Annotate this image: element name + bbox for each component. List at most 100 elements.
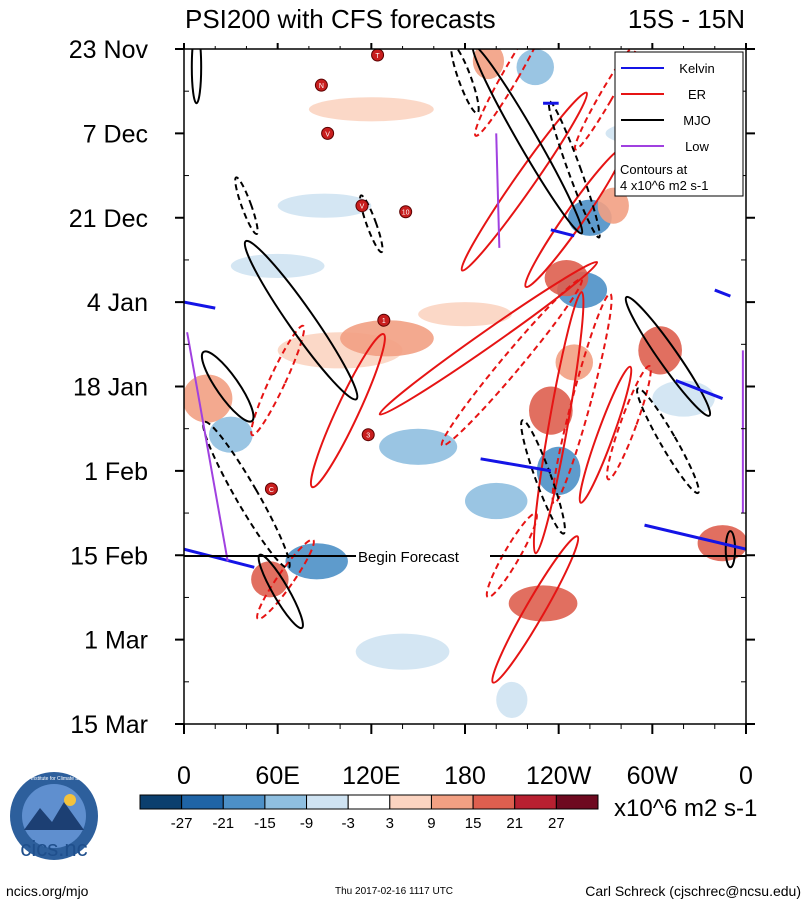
colorbar-label: 9 bbox=[427, 815, 435, 832]
storm-label: 3 bbox=[366, 433, 370, 440]
colorbar-swatch bbox=[139, 794, 183, 810]
anomaly-blob bbox=[277, 193, 372, 218]
colorbar-swatch bbox=[181, 794, 224, 810]
mjo-contour bbox=[202, 420, 291, 570]
mjo-contour bbox=[624, 295, 712, 417]
colorbar-swatch bbox=[472, 794, 516, 810]
y-tick-label: 4 Jan bbox=[87, 289, 148, 317]
x-tick-label: 120E bbox=[342, 762, 400, 790]
low-track bbox=[495, 133, 501, 248]
er-contour bbox=[256, 538, 315, 621]
anomaly-blob bbox=[508, 585, 578, 622]
anomaly-blob bbox=[355, 633, 450, 670]
colorbar-label: 15 bbox=[465, 815, 482, 832]
anomaly-blob bbox=[379, 428, 458, 465]
anomaly-blob bbox=[285, 543, 348, 580]
kelvin-track bbox=[184, 300, 216, 310]
legend: Kelvin ER MJO Low Contours at 4 x10^6 m2 s-… bbox=[614, 51, 744, 197]
anomaly-blob bbox=[516, 49, 554, 86]
kelvin-track bbox=[714, 288, 731, 298]
y-tick-label: 15 Mar bbox=[70, 711, 148, 739]
colorbar-swatch bbox=[555, 794, 599, 810]
kelvin-track bbox=[644, 523, 746, 551]
storm-label: 10 bbox=[402, 210, 410, 217]
footer-author: Carl Schreck (cjschrec@ncsu.edu) bbox=[585, 883, 801, 899]
er-contour bbox=[491, 535, 580, 684]
wave-tracks bbox=[184, 101, 746, 569]
colorbar-swatch bbox=[264, 794, 308, 810]
chart-title: PSI200 with CFS forecasts bbox=[185, 4, 496, 34]
kelvin-track bbox=[480, 457, 552, 473]
anomaly-blob bbox=[340, 320, 434, 357]
y-tick-label: 7 Dec bbox=[83, 120, 148, 148]
colorbar-swatch bbox=[306, 794, 349, 810]
y-tick-label: 1 Mar bbox=[84, 627, 148, 655]
footer-timestamp: Thu 2017-02-16 1117 UTC bbox=[335, 886, 454, 897]
colorbar-label: -21 bbox=[212, 815, 234, 832]
y-tick-label: 1 Feb bbox=[84, 458, 148, 486]
er-contour bbox=[440, 278, 583, 447]
storm-icon bbox=[314, 78, 328, 92]
y-tick-label: 18 Jan bbox=[73, 374, 148, 402]
logo: Cooperative Institute for Climate and Sa… bbox=[3, 772, 106, 861]
anomaly-blob bbox=[230, 253, 325, 279]
storm-icon bbox=[377, 313, 391, 327]
storm-marker: V bbox=[321, 126, 335, 140]
forecast-label-bg bbox=[356, 546, 490, 565]
mjo-contour bbox=[636, 387, 700, 495]
colorbar-swatches bbox=[139, 794, 599, 810]
colorbar-swatch bbox=[430, 794, 474, 810]
colorbar-label: 27 bbox=[548, 815, 565, 832]
storm-label: N bbox=[319, 83, 324, 90]
anomaly-blob bbox=[465, 482, 528, 520]
storm-marker: T bbox=[371, 48, 385, 62]
storm-label: V bbox=[360, 204, 365, 211]
x-tick-label: 0 bbox=[739, 762, 753, 790]
x-axis-labels: 0 60E 120E 180 120W 60W 0 bbox=[177, 762, 753, 790]
storm-marker: 3 bbox=[361, 428, 375, 442]
kelvin-track bbox=[550, 228, 575, 238]
kelvin-track bbox=[675, 379, 724, 400]
anomaly-blob bbox=[418, 302, 512, 327]
legend-label: MJO bbox=[683, 113, 710, 128]
storm-label: C bbox=[269, 487, 274, 494]
logo-sun-icon bbox=[64, 794, 76, 806]
colorbar-label: -9 bbox=[300, 815, 313, 832]
er-contour bbox=[485, 512, 538, 599]
storm-marker: V bbox=[355, 199, 369, 213]
kelvin-track bbox=[184, 547, 255, 569]
storm-label: 1 bbox=[382, 318, 386, 325]
er-contour bbox=[532, 291, 585, 555]
x-tick-label: 0 bbox=[177, 762, 191, 790]
anomaly-blob bbox=[184, 374, 233, 423]
wave-contours bbox=[190, 49, 737, 684]
er-contour bbox=[578, 365, 633, 504]
y-axis-labels: 23 Nov 7 Dec 21 Dec 4 Jan 18 Jan 1 Feb 15 Feb 1… bbox=[69, 36, 149, 739]
x-tick-label: 60W bbox=[627, 762, 679, 790]
er-contour bbox=[606, 364, 652, 481]
anomaly-blob bbox=[251, 561, 289, 598]
mjo-contour bbox=[520, 419, 566, 535]
mjo-contour bbox=[359, 194, 384, 254]
colorbar: -27 -21 -15 -9 -3 3 9 15 21 27 x10^6 m2 s-1 bbox=[139, 794, 757, 832]
er-contour bbox=[309, 332, 386, 489]
logo-mountains-icon bbox=[24, 802, 84, 830]
colorbar-label: 21 bbox=[506, 815, 523, 832]
colorbar-label: 3 bbox=[386, 815, 394, 832]
storm-icon bbox=[399, 205, 413, 219]
legend-box bbox=[614, 51, 744, 197]
logo-text: cics.nc bbox=[20, 836, 87, 861]
colorbar-labels: -27 -21 -15 -9 -3 3 9 15 21 27 bbox=[171, 815, 565, 832]
colorbar-label: -3 bbox=[342, 815, 355, 832]
legend-label: Low bbox=[685, 139, 709, 154]
colorbar-swatch bbox=[514, 794, 557, 810]
anomaly-blob bbox=[496, 681, 528, 718]
anomaly-blob bbox=[597, 187, 629, 224]
storm-icon bbox=[321, 126, 335, 140]
storm-label: V bbox=[325, 131, 330, 138]
y-tick-label: 15 Feb bbox=[70, 542, 148, 570]
colorbar-label: -27 bbox=[171, 815, 193, 832]
low-track bbox=[186, 332, 229, 562]
y-tick-label: 21 Dec bbox=[69, 205, 148, 233]
